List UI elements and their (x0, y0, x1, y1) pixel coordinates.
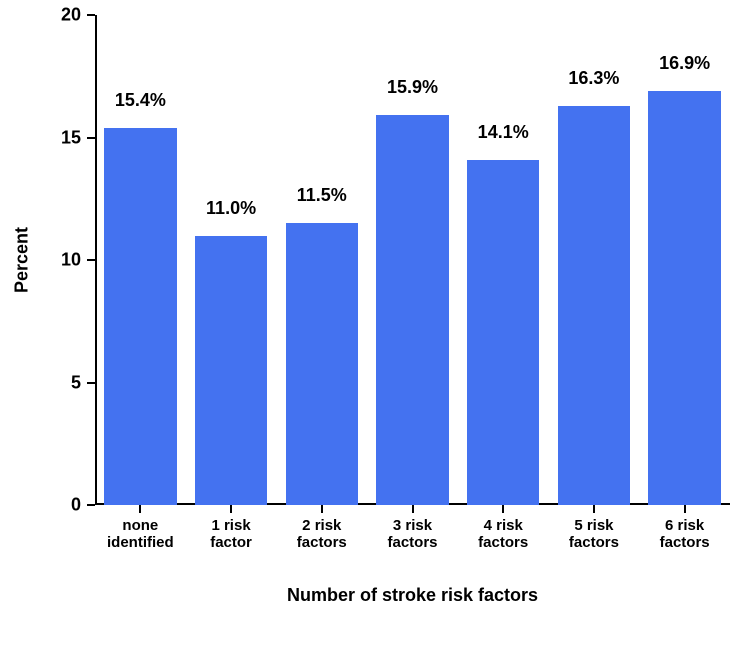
x-tick-label: 1 riskfactor (186, 517, 277, 552)
x-tick-label: 5 riskfactors (549, 517, 640, 552)
x-tick-label: noneidentified (95, 517, 186, 552)
x-tick-label: 3 riskfactors (367, 517, 458, 552)
x-tick-label: 4 riskfactors (458, 517, 549, 552)
bar-value-label: 16.9% (659, 53, 710, 74)
y-tick-label: 5 (0, 372, 81, 393)
x-tick-mark (412, 505, 414, 513)
x-tick-mark (684, 505, 686, 513)
bar (286, 223, 359, 505)
x-tick-mark (230, 505, 232, 513)
x-tick-mark (139, 505, 141, 513)
bar-value-label: 11.0% (206, 198, 256, 219)
y-tick-label: 0 (0, 495, 81, 516)
bar-value-label: 15.9% (387, 77, 438, 98)
x-tick-mark (502, 505, 504, 513)
bar (467, 160, 540, 505)
bar (648, 91, 721, 505)
x-tick-label: 2 riskfactors (276, 517, 367, 552)
y-tick-label: 15 (0, 127, 81, 148)
bar-value-label: 14.1% (478, 122, 529, 143)
y-tick-label: 20 (0, 5, 81, 26)
y-tick-mark (87, 137, 95, 139)
x-tick-label: 6 riskfactors (639, 517, 730, 552)
bar (104, 128, 177, 505)
y-tick-mark (87, 382, 95, 384)
bar-value-label: 15.4% (115, 90, 166, 111)
bar-value-label: 16.3% (568, 68, 619, 89)
stroke-risk-bar-chart: Percent Number of stroke risk factors 05… (0, 0, 750, 647)
y-tick-mark (87, 504, 95, 506)
y-tick-label: 10 (0, 250, 81, 271)
x-axis-title: Number of stroke risk factors (95, 585, 730, 606)
bar-value-label: 11.5% (297, 185, 347, 206)
bar (376, 115, 449, 505)
x-tick-mark (321, 505, 323, 513)
bar (195, 236, 268, 506)
x-tick-mark (593, 505, 595, 513)
bar (558, 106, 631, 505)
y-tick-mark (87, 259, 95, 261)
y-tick-mark (87, 14, 95, 16)
